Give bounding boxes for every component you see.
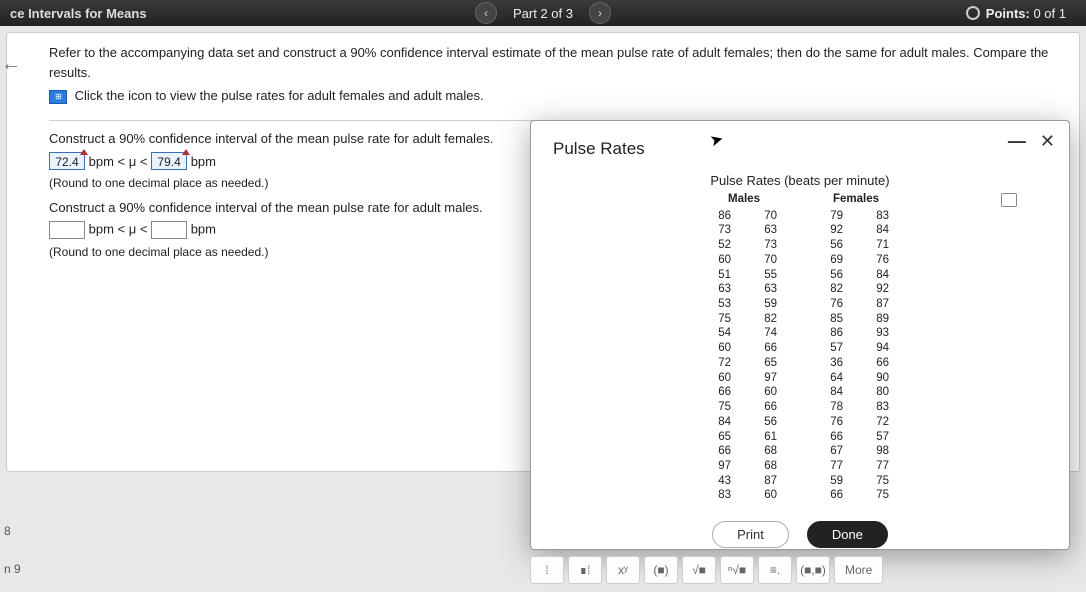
tool-sqrt[interactable]: √■ — [682, 556, 716, 584]
modal-title: Pulse Rates — [553, 139, 1047, 159]
instruction-line-2: Click the icon to view the pulse rates f… — [75, 88, 484, 103]
tool-abs[interactable]: (■) — [644, 556, 678, 584]
females-col-2: 8384717684928789939466908083725798777575 — [869, 209, 889, 503]
tool-sub[interactable]: ≡. — [758, 556, 792, 584]
back-arrow-icon[interactable]: ← — [1, 53, 21, 76]
points-label: Points: — [986, 6, 1030, 21]
tool-exponent[interactable]: xʸ — [606, 556, 640, 584]
data-table: Males 8673526051635375546072606675846566… — [553, 192, 1047, 503]
tool-more[interactable]: More — [834, 556, 883, 584]
tool-fraction[interactable]: ⁞ — [530, 556, 564, 584]
females-col-1: 7992566956827685865736648478766667775966 — [823, 209, 843, 503]
points-value: 0 of 1 — [1033, 6, 1066, 21]
mu-ineq-1: < μ < — [118, 154, 148, 169]
mu-ineq-2: < μ < — [118, 221, 148, 236]
left-marker-n9: n 9 — [4, 562, 21, 576]
females-header: Females — [823, 192, 889, 207]
unit-bpm-3: bpm — [89, 221, 114, 236]
female-upper-input[interactable]: 79.4 — [151, 152, 187, 170]
math-toolbar: ⁞ ∎⁞ xʸ (■) √■ ⁿ√■ ≡. (■,■) More — [530, 556, 883, 584]
minimize-icon[interactable]: — — [1008, 131, 1026, 152]
table-title: Pulse Rates (beats per minute) — [553, 173, 1047, 188]
tool-nroot[interactable]: ⁿ√■ — [720, 556, 754, 584]
close-icon[interactable]: ✕ — [1040, 131, 1055, 152]
male-lower-input[interactable] — [49, 221, 85, 239]
print-button[interactable]: Print — [712, 521, 789, 548]
males-col-2: 7063737055635982746665976066566168688760 — [757, 209, 777, 503]
part-indicator: Part 2 of 3 — [513, 6, 573, 21]
next-part-button[interactable]: › — [589, 2, 611, 24]
page-title: ce Intervals for Means — [10, 6, 147, 21]
points-icon — [966, 6, 980, 20]
males-header: Males — [711, 192, 777, 207]
males-col-1: 8673526051635375546072606675846566974383 — [711, 209, 731, 503]
done-button[interactable]: Done — [807, 521, 888, 548]
tool-mixed[interactable]: ∎⁞ — [568, 556, 602, 584]
unit-bpm-4: bpm — [191, 221, 216, 236]
tool-pair[interactable]: (■,■) — [796, 556, 830, 584]
data-table-icon[interactable]: ⊞ — [49, 90, 67, 104]
pulse-rates-modal: — ✕ Pulse Rates Pulse Rates (beats per m… — [530, 120, 1070, 550]
instruction-line-1: Refer to the accompanying data set and c… — [49, 43, 1061, 82]
unit-bpm-2: bpm — [191, 154, 216, 169]
female-lower-input[interactable]: 72.4 — [49, 152, 85, 170]
male-upper-input[interactable] — [151, 221, 187, 239]
copy-icon[interactable] — [1001, 193, 1017, 207]
left-marker-8: 8 — [4, 524, 11, 538]
prev-part-button[interactable]: ‹ — [475, 2, 497, 24]
unit-bpm-1: bpm — [89, 154, 114, 169]
